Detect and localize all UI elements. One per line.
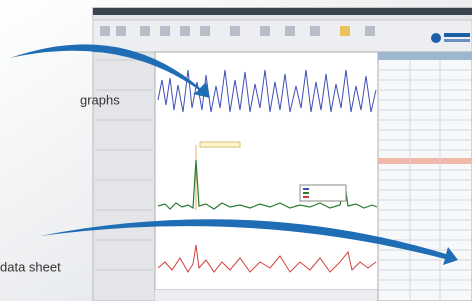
left-panel [93,52,155,301]
app-window [93,8,472,301]
label-data-sheet: data sheet [0,259,61,274]
time-axis [155,290,378,301]
legend-swatch [303,192,309,194]
page: graphs data sheet (() => { const data = … [0,0,472,301]
screenshot-illustration: graphs data sheet [0,0,472,301]
cursor-tooltip [200,142,240,147]
data-sheet [378,52,472,301]
data-sheet-header [378,52,472,60]
title-bar [93,8,472,15]
legend-swatch [303,196,309,198]
graph-area [155,52,378,290]
label-graphs: graphs [80,92,120,107]
legend-swatch [303,188,309,190]
data-sheet-highlight-row [378,158,472,164]
menu-bar [93,15,472,20]
